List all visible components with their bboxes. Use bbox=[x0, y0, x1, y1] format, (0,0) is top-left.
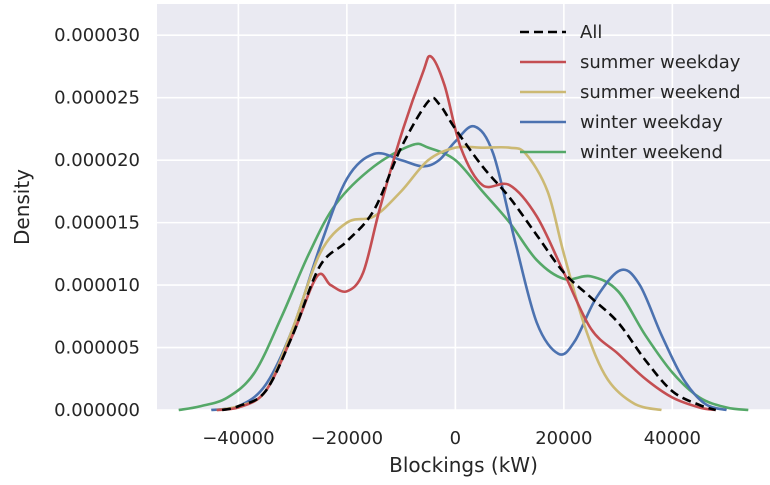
x-axis-label: Blockings (kW) bbox=[389, 453, 538, 477]
legend-label-3: winter weekday bbox=[580, 112, 723, 133]
legend-label-4: winter weekend bbox=[580, 142, 723, 163]
x-tick-labels: −40000 −20000 0 20000 40000 bbox=[202, 428, 701, 449]
series-line-summer-weekday bbox=[216, 54, 716, 412]
series-lines bbox=[178, 54, 749, 412]
plot-background bbox=[157, 4, 770, 410]
y-tick-label-1: 0.000005 bbox=[54, 338, 140, 359]
legend-label-0: All bbox=[580, 22, 602, 43]
x-tick-label-1: −20000 bbox=[311, 428, 383, 449]
x-tick-label-2: 0 bbox=[450, 428, 461, 449]
y-tick-label-0: 0.000000 bbox=[54, 400, 140, 421]
legend-label-2: summer weekend bbox=[580, 82, 741, 103]
series-line-summer-weekend bbox=[216, 145, 662, 412]
y-tick-label-2: 0.000010 bbox=[54, 275, 140, 296]
y-tick-label-6: 0.000030 bbox=[54, 25, 140, 46]
y-tick-label-5: 0.000025 bbox=[54, 88, 140, 109]
series-line-all bbox=[221, 96, 717, 412]
x-tick-label-4: 40000 bbox=[644, 428, 701, 449]
grid-lines bbox=[157, 4, 770, 411]
series-line-winter-weekday bbox=[211, 124, 727, 412]
legend: All summer weekday summer weekend winter we… bbox=[520, 22, 741, 163]
y-tick-label-3: 0.000015 bbox=[54, 213, 140, 234]
x-tick-label-3: 20000 bbox=[535, 428, 592, 449]
y-tick-labels: 0.000000 0.000005 0.000010 0.000015 0.000020… bbox=[54, 25, 140, 421]
x-tick-label-0: −40000 bbox=[202, 428, 274, 449]
legend-label-1: summer weekday bbox=[580, 52, 741, 73]
y-axis-label: Density bbox=[10, 169, 34, 245]
y-tick-label-4: 0.000020 bbox=[54, 150, 140, 171]
series-line-winter-weekend bbox=[178, 142, 749, 412]
